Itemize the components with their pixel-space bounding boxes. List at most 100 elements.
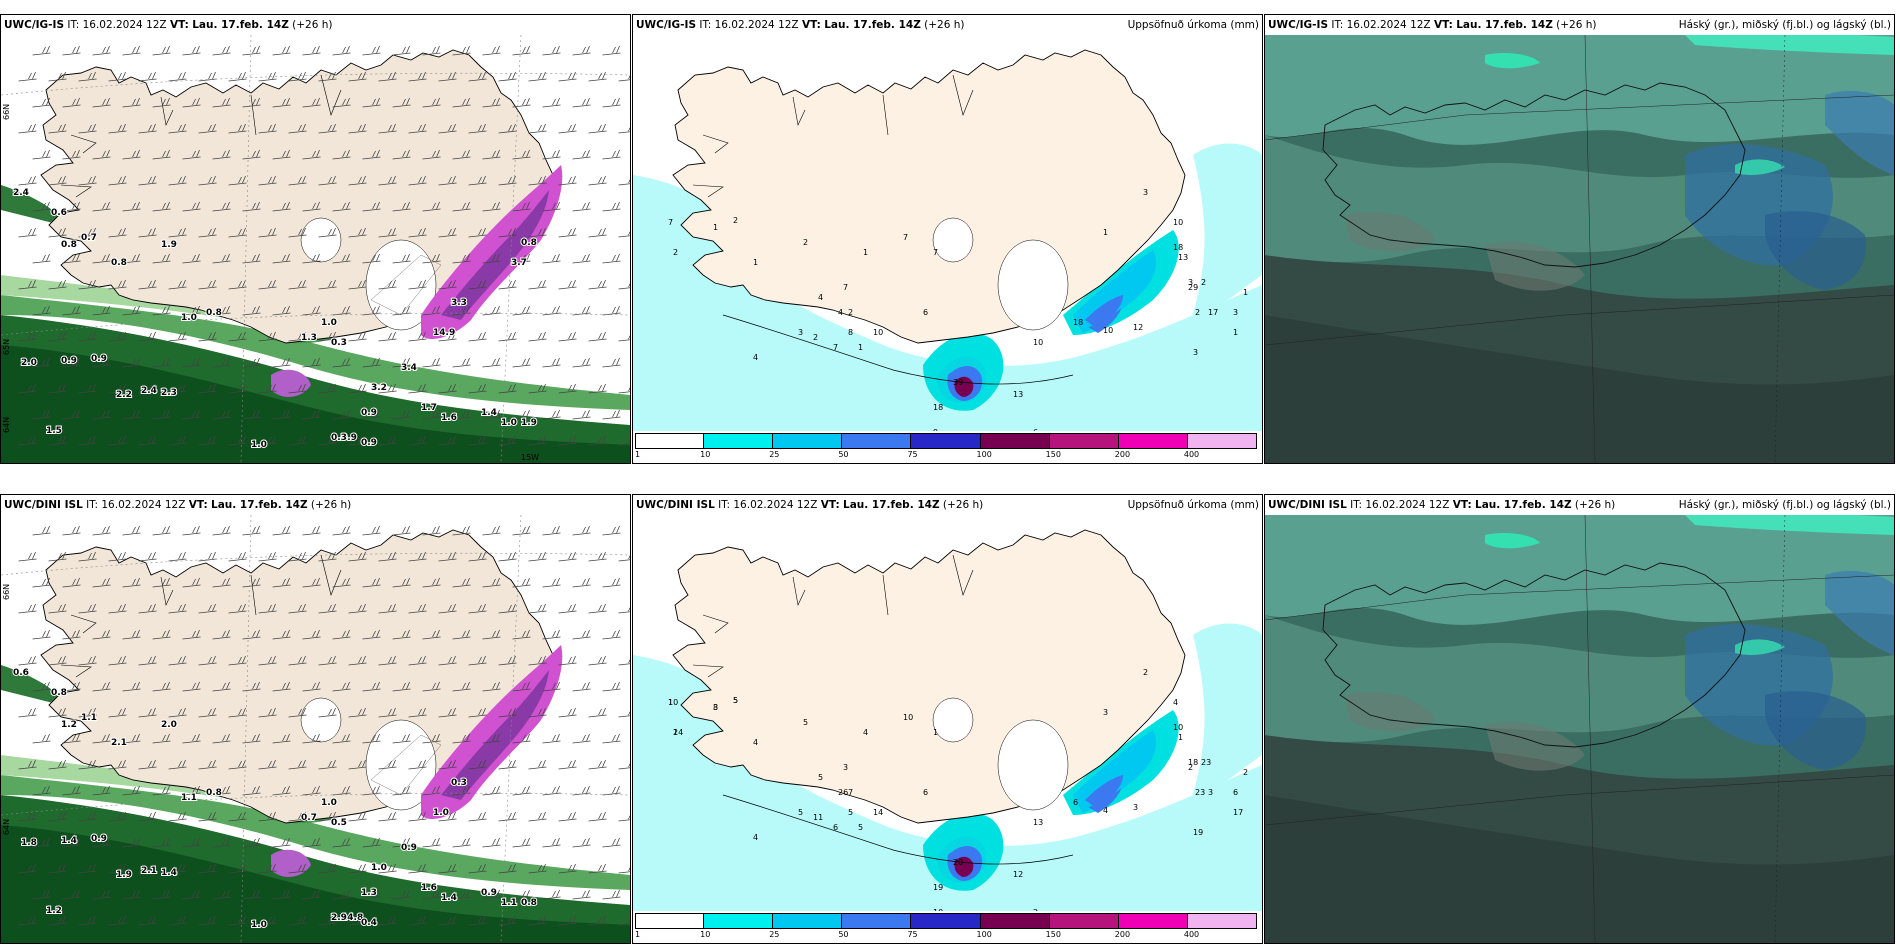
lead-time: (+26 h) xyxy=(1574,499,1616,511)
wind-value-label: 1.1 xyxy=(181,793,197,803)
precip-value-label: 2 xyxy=(673,728,678,737)
init-time: 16.02.2024 12Z xyxy=(714,19,799,31)
precip-colorbar: 1 10 25 50 75 100 150 200 400 xyxy=(633,431,1262,463)
wind-value-label: 0.6 xyxy=(51,208,67,218)
wind-value-label: 1.0 xyxy=(251,440,267,450)
wind-map-panel-dini: 0.6 0.8 1.1 1.2 2.0 0.8 1.1 2.1 1.8 1.4 0.9 1.9 2.1 1… xyxy=(0,494,631,944)
precip-value-label: 18 xyxy=(933,403,943,412)
precip-value-label: 6 xyxy=(923,308,928,317)
colorbar-swatch xyxy=(1118,433,1188,449)
precip-value-label: 19 xyxy=(1193,828,1203,837)
precip-value-label: 8 xyxy=(713,703,718,712)
init-time-label: IT: xyxy=(1331,19,1344,31)
colorbar-swatch xyxy=(1049,433,1119,449)
colorbar-tick-label: 100 xyxy=(976,930,992,939)
valid-time-label: VT: xyxy=(820,499,840,511)
valid-time: Lau. 17.feb. 14Z xyxy=(1456,19,1553,31)
precip-value-label: 7 xyxy=(903,233,908,242)
precip-value-label: 1 xyxy=(713,223,718,232)
precip-value-label: 17 xyxy=(1233,808,1243,817)
colorbar-tick-label: 400 xyxy=(1183,930,1200,939)
wind-value-label: 0.8 xyxy=(521,238,537,248)
field-title: Uppsöfnuð úrkoma (mm) xyxy=(1127,19,1259,31)
precip-value-label: 7 xyxy=(843,283,848,292)
wind-value-label: 1.9 xyxy=(521,418,537,428)
precip-value-label: 2 xyxy=(733,216,738,225)
valid-time: Lau. 17.feb. 14Z xyxy=(1475,499,1572,511)
precip-value-label: 4 xyxy=(1173,698,1178,707)
precip-value-label: 18 xyxy=(1073,318,1083,327)
map-value-labels: 0.6 0.8 1.1 1.2 2.0 0.8 1.1 2.1 1.8 1.4 0.9 1.9 2.1 1… xyxy=(12,667,538,931)
cloud-shading xyxy=(1265,512,1894,943)
wind-map: 2.4 0.6 0.7 0.8 1.9 0.8 1.0 0.8 2.0 0.9 0.9 2.2 2.4 2… xyxy=(1,15,630,463)
precip-value-label: 5 xyxy=(818,773,823,782)
colorbar-tick-label: 100 xyxy=(976,450,992,459)
colorbar-swatch xyxy=(1187,913,1257,929)
panel-header: UWC/DINI ISL IT: 16.02.2024 12Z VT: Lau.… xyxy=(633,495,1262,515)
lead-time: (+26 h) xyxy=(1556,19,1597,31)
colorbar-swatch xyxy=(773,913,843,929)
wind-value-label: 14.9 xyxy=(433,328,455,338)
wind-value-label: 1.1 xyxy=(81,713,97,723)
precip-value-label: 39 xyxy=(953,378,963,387)
precip-value-label: 4 xyxy=(753,738,758,747)
init-time: 16.02.2024 12Z xyxy=(1346,19,1431,31)
wind-value-label: 0.7 xyxy=(81,233,97,243)
graticule xyxy=(1,34,630,463)
wind-value-label: 2.1 xyxy=(111,738,127,748)
colorbar-tick-label: 50 xyxy=(838,930,849,939)
latitude-label: 64N xyxy=(2,417,11,433)
map-value-labels: 2.4 0.6 0.7 0.8 1.9 0.8 1.0 0.8 2.0 0.9 0.9 2.2 2.4 2… xyxy=(12,187,538,451)
model-name: UWC/IG-IS xyxy=(1268,19,1329,31)
model-name: UWC/DINI ISL xyxy=(1268,499,1347,511)
init-time: 16.02.2024 12Z xyxy=(1365,499,1450,511)
precip-value-label: 5 xyxy=(858,823,863,832)
precip-value-label: 23 xyxy=(1201,758,1211,767)
cloud-map xyxy=(1265,15,1894,463)
colorbar-tick-label: 50 xyxy=(838,450,849,459)
wind-value-label: 1.6 xyxy=(441,413,457,423)
precip-value-label: 10 xyxy=(903,713,913,722)
wind-value-label: 1.0 xyxy=(433,808,449,818)
colorbar-tick-label: 400 xyxy=(1183,450,1200,459)
wind-value-label: 1.4 xyxy=(481,408,497,418)
cloud-map-panel-dini: UWC/DINI ISL IT: 16.02.2024 12Z VT: Lau.… xyxy=(1264,494,1895,944)
land xyxy=(672,49,1186,406)
precip-value-label: 12 xyxy=(1013,870,1023,879)
precip-value-label: 6 xyxy=(1233,788,1238,797)
precip-map: 1032545545652611541473101610192012136433… xyxy=(633,495,1262,943)
precip-value-label: 5 xyxy=(733,696,738,705)
precip-value-label: 19 xyxy=(933,883,943,892)
wind-value-label: 0.9 xyxy=(361,438,377,448)
wind-value-label: 1.8 xyxy=(21,838,37,848)
wind-value-label: 1.9 xyxy=(116,870,132,880)
precip-value-label: 3 xyxy=(713,703,718,712)
precip-value-label: 13 xyxy=(1033,818,1043,827)
precip-map-panel-igis: 7122124187142341027776918391310181012131… xyxy=(632,14,1263,464)
wind-map: 0.6 0.8 1.1 1.2 2.0 0.8 1.1 2.1 1.8 1.4 0.9 1.9 2.1 1… xyxy=(1,495,630,943)
precip-value-label: 13 xyxy=(1178,253,1188,262)
colorbar-tick-label: 10 xyxy=(700,930,711,939)
land xyxy=(672,529,1186,886)
precip-value-label: 12 xyxy=(1133,323,1143,332)
wind-value-label: 2.1 xyxy=(141,866,157,876)
wind-barbs xyxy=(18,45,630,446)
wind-value-label: 1.3 xyxy=(361,888,377,898)
cloud-shading xyxy=(1265,32,1894,463)
precip-value-label: 4 xyxy=(838,308,843,317)
precip-value-label: 13 xyxy=(1013,390,1023,399)
valid-time: Lau. 17.feb. 14Z xyxy=(843,499,940,511)
precip-value-label: 3 xyxy=(1143,188,1148,197)
latitude-label: 65N xyxy=(2,339,11,355)
precip-value-label: 1 xyxy=(753,258,758,267)
colorbar-swatch xyxy=(635,433,705,449)
model-name: UWC/IG-IS xyxy=(4,19,65,31)
panel-header: UWC/IG-IS IT: 16.02.2024 12Z VT: Lau. 17… xyxy=(1,15,630,35)
latitude-label: 64N xyxy=(2,819,11,835)
wind-value-label: 0.3 xyxy=(451,778,467,788)
wind-value-label: 1.0 xyxy=(181,313,197,323)
wind-value-label: 0.7 xyxy=(301,813,317,823)
precip-value-label: 2 xyxy=(848,308,853,317)
valid-time: Lau. 17.feb. 14Z xyxy=(211,499,308,511)
precip-value-label: 1 xyxy=(1233,328,1238,337)
